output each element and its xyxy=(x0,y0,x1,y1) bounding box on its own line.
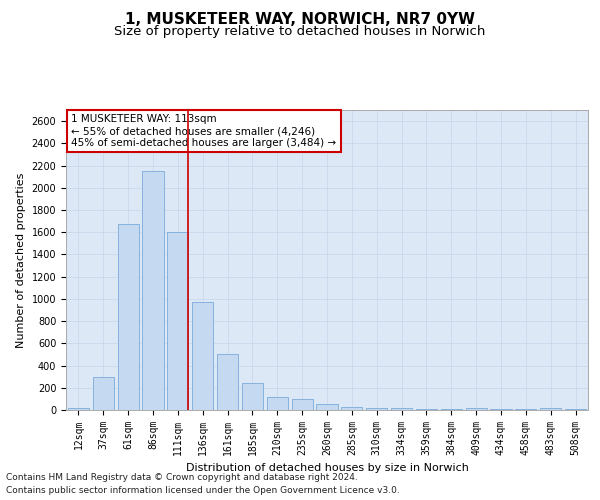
Text: 1, MUSKETEER WAY, NORWICH, NR7 0YW: 1, MUSKETEER WAY, NORWICH, NR7 0YW xyxy=(125,12,475,28)
Bar xyxy=(93,376,114,410)
Bar xyxy=(391,408,412,410)
Bar xyxy=(540,408,561,410)
Bar xyxy=(292,399,313,410)
Bar xyxy=(366,408,387,410)
Bar xyxy=(316,404,338,410)
Bar xyxy=(466,408,487,410)
Text: Size of property relative to detached houses in Norwich: Size of property relative to detached ho… xyxy=(115,25,485,38)
Bar xyxy=(118,224,139,410)
Bar xyxy=(142,171,164,410)
Text: Contains public sector information licensed under the Open Government Licence v3: Contains public sector information licen… xyxy=(6,486,400,495)
Text: 1 MUSKETEER WAY: 113sqm
← 55% of detached houses are smaller (4,246)
45% of semi: 1 MUSKETEER WAY: 113sqm ← 55% of detache… xyxy=(71,114,337,148)
Bar xyxy=(242,383,263,410)
Bar xyxy=(192,302,213,410)
Y-axis label: Number of detached properties: Number of detached properties xyxy=(16,172,26,348)
Bar xyxy=(341,406,362,410)
X-axis label: Distribution of detached houses by size in Norwich: Distribution of detached houses by size … xyxy=(185,464,469,473)
Bar xyxy=(167,232,188,410)
Text: Contains HM Land Registry data © Crown copyright and database right 2024.: Contains HM Land Registry data © Crown c… xyxy=(6,474,358,482)
Bar xyxy=(416,409,437,410)
Bar xyxy=(267,396,288,410)
Bar xyxy=(217,354,238,410)
Bar xyxy=(68,408,89,410)
